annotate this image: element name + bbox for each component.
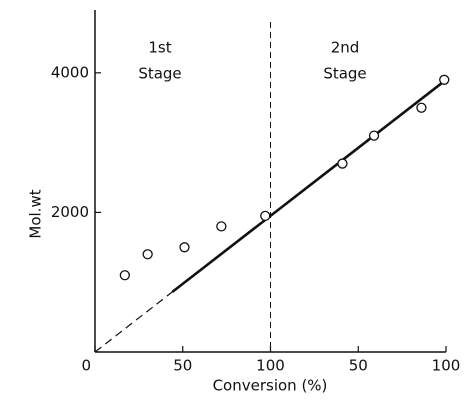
stage-label: 2nd	[331, 39, 360, 57]
data-point	[368, 130, 380, 141]
data-point	[260, 210, 271, 222]
data-point	[337, 158, 348, 169]
data-point	[416, 102, 427, 113]
fit-line	[94, 291, 173, 353]
data-point	[179, 242, 190, 253]
x-tick-label: 100	[256, 357, 285, 375]
stage-label: 1st	[148, 39, 171, 57]
y-axis-label: Mol.wt	[27, 189, 45, 238]
fit-line	[171, 80, 446, 294]
x-tick-label: 50	[349, 357, 368, 375]
stage-label: Stage	[323, 65, 366, 83]
data-point	[119, 270, 130, 281]
y-tick-label: 2000	[51, 203, 89, 221]
x-tick-label: 50	[173, 357, 192, 375]
data-point	[439, 74, 450, 85]
y-tick-label: 4000	[51, 63, 89, 81]
x-tick-label: 0	[81, 357, 91, 375]
x-axis-label: Conversion (%)	[213, 377, 328, 395]
x-tick-label: 100	[432, 357, 461, 375]
stage-label: Stage	[138, 65, 181, 83]
data-point	[216, 221, 227, 232]
data-point	[142, 249, 153, 260]
